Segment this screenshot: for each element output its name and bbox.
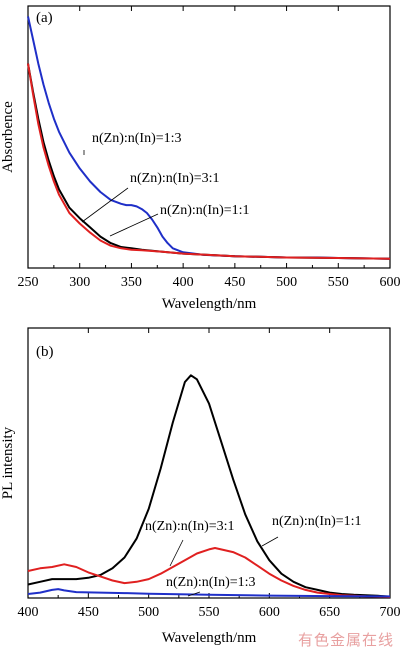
annotation-pointer (169, 539, 184, 567)
watermark: 有色金属在线 (297, 631, 394, 649)
annotations-a: n(Zn):n(In)=1:3 n(Zn):n(In)=3:1 n(Zn):n(In… (81, 131, 250, 237)
plot-frame-b (27, 327, 391, 599)
x-tick-label: 400 (18, 605, 39, 620)
x-axis-title-b: Wavelength/nm (162, 630, 257, 646)
x-tick-label: 500 (276, 275, 297, 290)
x-tick-label: 650 (319, 605, 340, 620)
series-annotation: n(Zn):n(In)=1:3 (166, 575, 256, 590)
series-annotation: n(Zn):n(In)=1:1 (160, 203, 250, 218)
annotation-pointer (261, 536, 279, 547)
series-group-a (27, 16, 391, 260)
y-axis-title-a: Absorbence (0, 101, 16, 173)
x-tick-label: 450 (224, 275, 245, 290)
series-line-0 (27, 374, 391, 598)
annotation-pointer (81, 187, 129, 223)
plot-frame-a (27, 5, 391, 269)
series-annotation: n(Zn):n(In)=3:1 (130, 171, 220, 186)
y-axis-title-b: PL intensity (0, 426, 16, 499)
series-annotation: n(Zn):n(In)=1:1 (272, 514, 362, 529)
x-tick-label: 300 (69, 275, 90, 290)
panel-b: (b) PL intensity Wavelength/nm 400 450 500… (0, 327, 400, 646)
annotation-pointer (187, 591, 201, 597)
x-tick-label: 600 (259, 605, 280, 620)
x-tick-label: 400 (173, 275, 194, 290)
x-tick-label: 700 (380, 605, 400, 620)
series-line-1 (27, 547, 391, 598)
annotations-b: n(Zn):n(In)=3:1 n(Zn):n(In)=1:1 n(Zn):n(In… (145, 514, 362, 597)
x-ticks-b: 400 450 500 550 600 650 700 (18, 328, 400, 620)
x-tick-label: 500 (138, 605, 159, 620)
series-line-2 (27, 63, 391, 260)
series-line-0 (27, 16, 391, 260)
series-annotation: n(Zn):n(In)=3:1 (145, 519, 235, 534)
x-tick-label: 450 (78, 605, 99, 620)
series-line-1 (27, 63, 391, 260)
annotation-pointer (109, 213, 159, 237)
x-tick-label: 550 (199, 605, 220, 620)
x-ticks-a: 250 300 350 400 450 500 550 600 (18, 6, 400, 290)
x-tick-label: 600 (380, 275, 400, 290)
panel-a: (a) Absorbence Wavelength/nm 250 300 350 40… (0, 5, 400, 312)
x-tick-label: 550 (328, 275, 349, 290)
series-annotation: n(Zn):n(In)=1:3 (92, 131, 182, 146)
x-tick-label: 350 (121, 275, 142, 290)
panel-label-b: (b) (36, 344, 54, 360)
x-tick-label: 250 (18, 275, 39, 290)
series-line-2 (27, 588, 391, 598)
panel-label-a: (a) (36, 10, 53, 26)
series-group-b (27, 374, 391, 598)
x-axis-title-a: Wavelength/nm (162, 296, 257, 312)
